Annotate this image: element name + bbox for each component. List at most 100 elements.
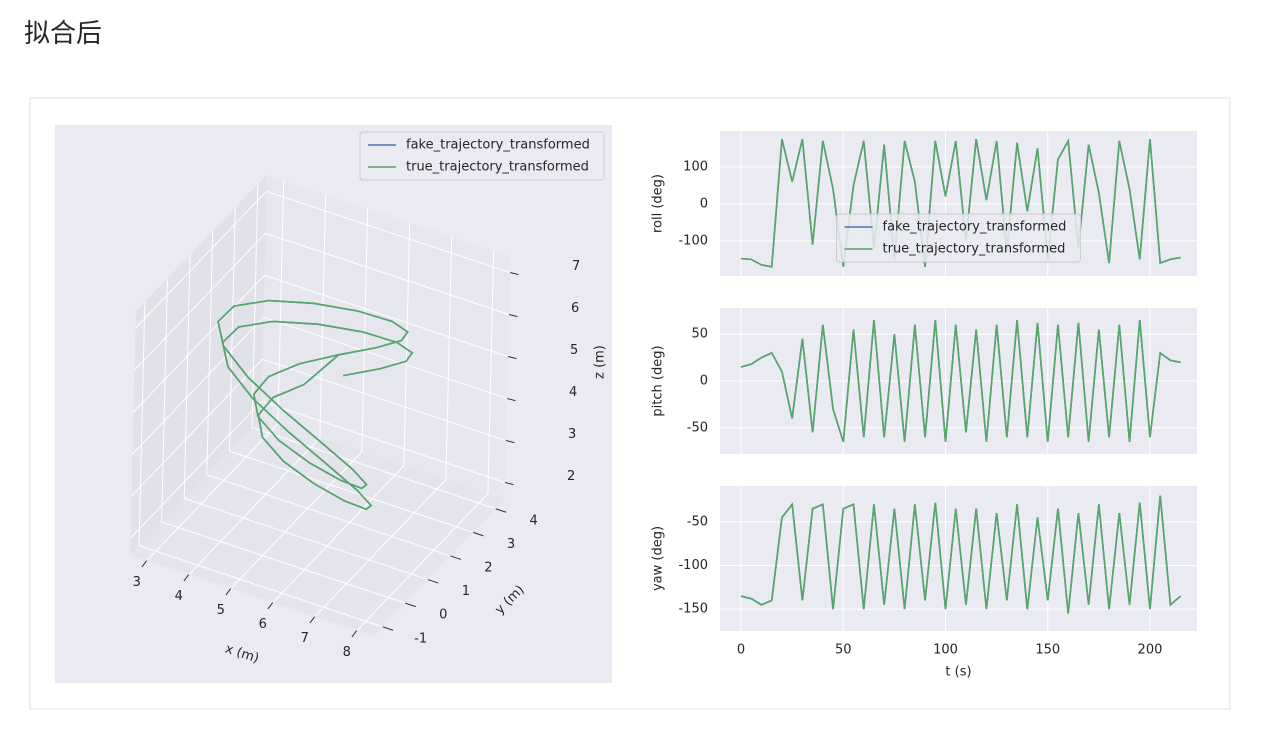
grid-line (487, 250, 495, 494)
y-tick-label: -100 (678, 558, 708, 573)
grid-line (361, 208, 369, 452)
y-tick-label: 2 (484, 560, 492, 575)
axes-background (720, 486, 1197, 631)
y-tick-label: -50 (687, 420, 708, 435)
grid-line (272, 465, 405, 603)
grid-line (264, 274, 509, 357)
grid-line (161, 278, 168, 522)
y-tick-label: 4 (529, 513, 537, 528)
x-tick-mark (309, 616, 316, 624)
grid-line (133, 274, 265, 413)
legend-label: true_trajectory_transformed (883, 242, 1066, 257)
y-tick-label: 3 (507, 537, 515, 552)
y-tick-mark (382, 626, 394, 631)
series-line (741, 138, 1181, 268)
grid-line (261, 400, 506, 483)
grid-line (403, 222, 411, 466)
legend-box (836, 213, 1081, 263)
grid-line (356, 493, 489, 631)
y-tick-label: 0 (439, 608, 447, 623)
grid-line (188, 437, 321, 575)
y-tick-mark (495, 508, 507, 513)
x-tick-label: 50 (835, 643, 852, 658)
x-tick-mark (351, 630, 358, 638)
z-tick-mark (504, 482, 514, 486)
z-tick-label: 2 (567, 469, 575, 484)
z-tick-mark (507, 356, 517, 360)
z-tick-label: 3 (568, 427, 576, 442)
y-tick-label: 0 (700, 196, 708, 211)
y-tick-label: 100 (683, 159, 708, 174)
x-tick-label: 0 (737, 643, 745, 658)
grid-line (146, 423, 279, 561)
z-tick-mark (505, 440, 515, 444)
y-tick-label: 0 (700, 374, 708, 389)
x-tick-label: 3 (133, 575, 141, 590)
x-tick-label: 8 (343, 645, 351, 660)
x-tick-mark (225, 588, 232, 596)
grid-line (251, 427, 496, 510)
x-tick-label: 150 (1035, 643, 1060, 658)
grid-line (230, 451, 363, 589)
pane-back (261, 174, 511, 500)
x-tick-label: 100 (933, 643, 958, 658)
z-tick-mark (509, 272, 519, 276)
z-tick-mark (508, 314, 518, 318)
x-tick-label: 6 (259, 617, 267, 632)
z-tick-label: 5 (570, 343, 578, 358)
trajectory-line (217, 299, 414, 511)
x-tick-label: 7 (301, 631, 309, 646)
y-tick-label: -150 (678, 602, 708, 617)
y-tick-mark (472, 531, 484, 537)
grid-line (138, 545, 383, 628)
legend-label: fake_trajectory_transformed (883, 220, 1067, 235)
grid-line (229, 450, 474, 533)
grid-line (266, 190, 511, 273)
grid-line (262, 358, 507, 441)
y-axis-label: pitch (deg) (651, 345, 666, 416)
grid-line (265, 232, 510, 315)
y-tick-label: 1 (462, 584, 470, 599)
x-tick-mark (141, 560, 148, 568)
x-tick-label: 200 (1138, 643, 1163, 658)
legend-label: true_trajectory_transformed (406, 160, 589, 175)
grid-line (206, 231, 214, 475)
grid-line (319, 194, 327, 438)
z-tick-label: 6 (571, 301, 579, 316)
y-axis-label: yaw (deg) (651, 526, 666, 591)
y-tick-mark (450, 555, 462, 560)
y-axis-label: roll (deg) (651, 174, 666, 233)
grid-line (445, 236, 453, 480)
x-tick-label: 4 (175, 589, 183, 604)
y-tick-mark (405, 602, 416, 608)
grid-line (161, 521, 406, 604)
y-tick-mark (427, 579, 439, 584)
y-tick-label: -100 (678, 233, 708, 248)
z-axis-label: z (m) (593, 345, 608, 379)
heading: 拟合后 (24, 19, 102, 49)
pane-left (130, 174, 267, 555)
y-tick-label: 50 (691, 327, 708, 342)
grid-line (251, 183, 259, 428)
y-tick-label: -1 (414, 631, 427, 646)
grid-line (263, 316, 508, 399)
z-tick-label: 7 (572, 259, 580, 274)
legend-label: fake_trajectory_transformed (406, 138, 590, 153)
grid-line (183, 254, 191, 499)
grid-line (138, 301, 146, 546)
x-tick-mark (183, 574, 190, 582)
pane-floor (130, 418, 505, 637)
z-tick-label: 4 (569, 385, 577, 400)
grid-line (135, 190, 267, 329)
series-line (740, 320, 1181, 443)
series-line (740, 495, 1182, 614)
grid-line (314, 479, 447, 617)
grid-line (228, 207, 236, 452)
grid-line (184, 497, 428, 581)
grid-line (134, 232, 266, 371)
x-tick-mark (267, 602, 274, 610)
grid-line (132, 316, 264, 455)
grid-line (130, 400, 262, 539)
